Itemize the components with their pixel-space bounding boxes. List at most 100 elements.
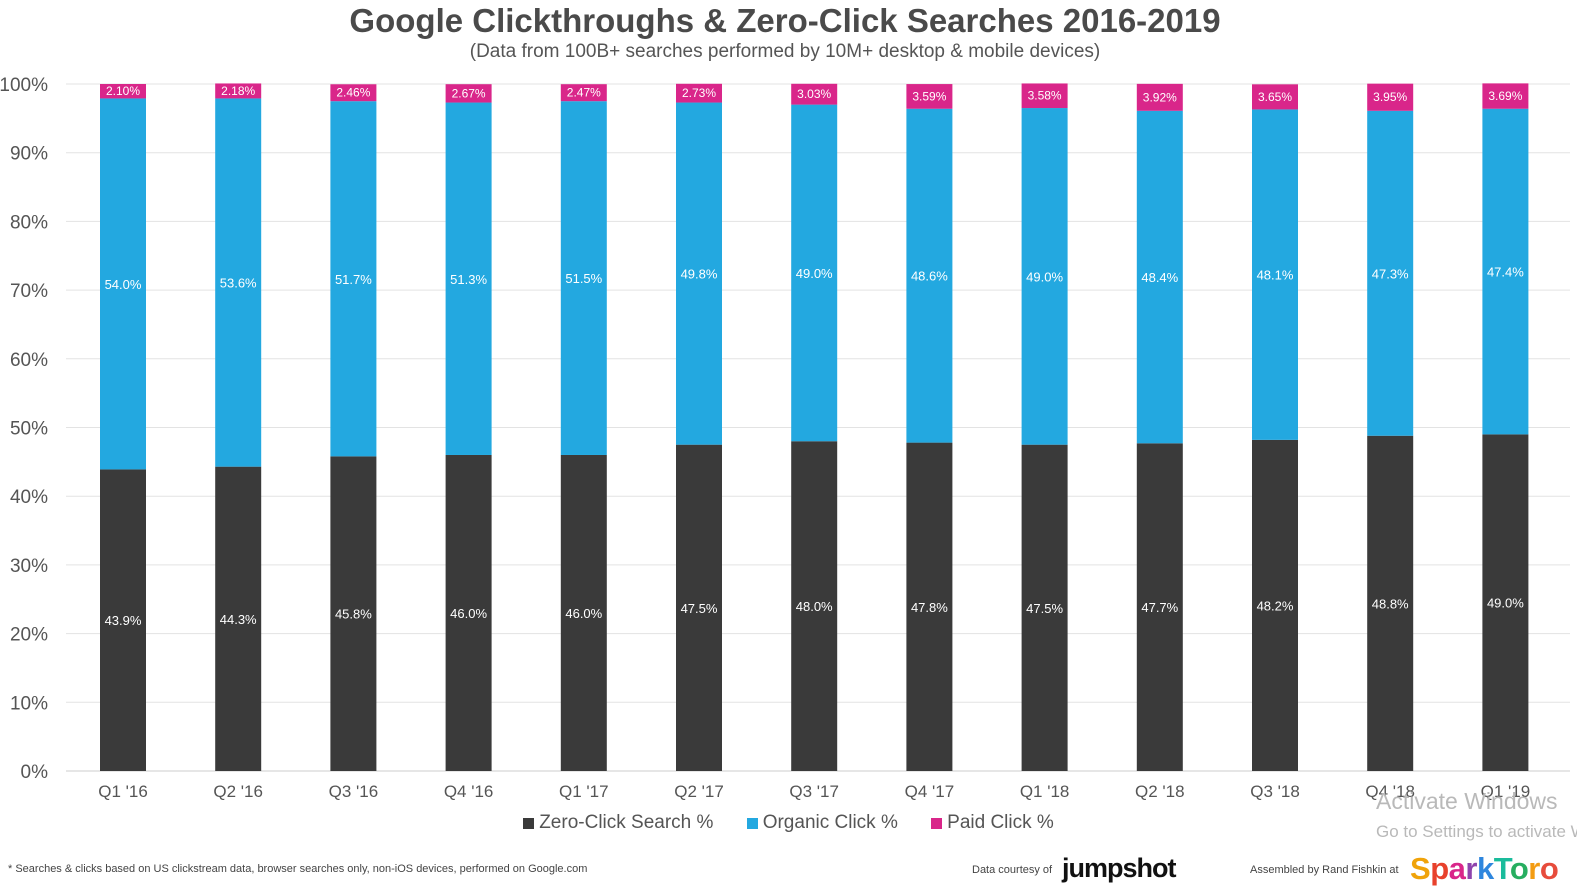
x-tick-label: Q2 '17 [674, 782, 724, 801]
bar-segment [1021, 83, 1068, 109]
x-tick-label: Q4 '17 [905, 782, 955, 801]
data-label: 49.0% [1026, 269, 1063, 284]
x-tick-label: Q3 '17 [789, 782, 839, 801]
activate-windows-watermark: Activate Windows [1376, 788, 1558, 814]
data-label: 46.0% [450, 606, 487, 621]
author-credit: Assembled by Rand Fishkin at [1250, 864, 1399, 876]
bar-segment [560, 84, 607, 102]
activate-windows-hint: Go to Settings to activate Windows. [1376, 822, 1577, 841]
bar-segment [791, 83, 838, 105]
data-label: 48.0% [796, 599, 833, 614]
bar-segment [330, 456, 377, 771]
bar-segment [1021, 108, 1068, 445]
data-label: 47.5% [1026, 601, 1063, 616]
bar-segment [215, 83, 262, 99]
legend-swatch-organic [746, 817, 758, 829]
bar-segment [1252, 109, 1298, 440]
x-tick-label: Q3 '16 [329, 782, 379, 801]
y-tick-label: 20% [10, 625, 48, 646]
data-label: 2.46% [336, 86, 370, 100]
data-label: 54.0% [105, 277, 142, 292]
bar-segment [906, 442, 953, 771]
data-label: 2.18% [221, 84, 255, 98]
data-label: 47.4% [1487, 265, 1524, 280]
y-tick-label: 30% [10, 556, 48, 577]
data-label: 3.03% [797, 87, 831, 101]
data-label: 49.0% [1487, 596, 1524, 611]
footnote: * Searches & clicks based on US clickstr… [8, 863, 588, 875]
legend-swatch-zero-click [523, 817, 535, 829]
bar-segment [1136, 83, 1183, 111]
y-tick-label: 40% [10, 487, 48, 508]
data-label: 51.7% [335, 272, 372, 287]
data-label: 48.4% [1141, 270, 1178, 285]
bar-segment [445, 454, 492, 771]
data-label: 48.1% [1257, 268, 1294, 283]
bar-segment [1252, 439, 1298, 771]
bar-segment [906, 108, 953, 443]
data-label: 43.9% [105, 613, 142, 628]
y-tick-label: 50% [10, 419, 48, 440]
data-label: 3.95% [1373, 90, 1407, 104]
bar-segment [560, 101, 607, 455]
y-tick-label: 10% [10, 693, 48, 714]
x-tick-label: Q2 '18 [1135, 782, 1185, 801]
bar-segment [791, 441, 838, 771]
legend-item-zero-click: Zero-Click Search % [523, 812, 713, 834]
bar-segment [1482, 83, 1529, 109]
data-label: 44.3% [220, 612, 257, 627]
data-label: 2.10% [106, 84, 140, 98]
data-label: 47.5% [681, 601, 718, 616]
stacked-bar-chart: 0% 10% 20% 30% 40% 50% 60% 70% 80% 90% 100% 43.9% 54… [0, 75, 1570, 801]
y-tick-label: 100% [0, 75, 48, 96]
bar-segment [100, 469, 146, 771]
bar-segment [1367, 110, 1414, 436]
bar-segment [215, 466, 262, 771]
bar-segment [445, 84, 492, 103]
bar-segment [906, 84, 953, 109]
bar-segment [676, 102, 722, 445]
bar-segment [1367, 435, 1414, 771]
chart-subtitle: (Data from 100B+ searches performed by 1… [469, 41, 1101, 62]
bar-segment [100, 84, 146, 99]
data-label: 49.8% [681, 267, 718, 282]
bar-segment [1136, 443, 1183, 771]
bar-segment [1367, 83, 1414, 111]
y-tick-label: 80% [10, 212, 48, 233]
data-credit: Data courtesy of [972, 864, 1053, 876]
bar-segment [100, 98, 146, 470]
data-label: 47.8% [911, 600, 948, 615]
sparktoro-logo: SparkToro [1410, 851, 1559, 886]
data-label: 3.65% [1258, 90, 1292, 104]
legend-item-organic: Organic Click % [746, 812, 898, 834]
legend-swatch-paid [931, 817, 943, 829]
bar-segment [330, 84, 377, 102]
data-label: 48.8% [1372, 596, 1409, 611]
x-tick-label: Q4 '16 [444, 782, 494, 801]
data-label: 2.73% [682, 86, 716, 100]
x-tick-label: Q4 '18 [1365, 782, 1415, 801]
jumpshot-logo: jumpshot [1062, 853, 1176, 883]
data-label: 3.92% [1143, 90, 1177, 104]
bar-segment [330, 101, 377, 457]
chart-legend: Zero-Click Search % Organic Click % Paid… [0, 812, 1577, 835]
data-label: 47.7% [1141, 600, 1178, 615]
bar-segment [215, 98, 262, 467]
data-label: 53.6% [220, 276, 257, 291]
data-label: 3.59% [912, 89, 946, 103]
legend-label-paid: Paid Click % [947, 812, 1054, 833]
y-tick-label: 90% [10, 144, 48, 165]
x-tick-label: Q2 '16 [213, 782, 263, 801]
legend-label-zero-click: Zero-Click Search % [539, 812, 714, 833]
data-label: 3.69% [1488, 89, 1522, 103]
legend-item-paid: Paid Click % [931, 812, 1054, 834]
data-label: 46.0% [565, 606, 602, 621]
bar-segment [1252, 84, 1298, 110]
y-tick-label: 60% [10, 350, 48, 371]
y-tick-label: 70% [10, 281, 48, 302]
bar-segment [560, 454, 607, 771]
bar-segment [1482, 108, 1529, 435]
data-label: 47.3% [1372, 266, 1409, 281]
x-tick-label: Q3 '18 [1250, 782, 1300, 801]
data-label: 45.8% [335, 607, 372, 622]
